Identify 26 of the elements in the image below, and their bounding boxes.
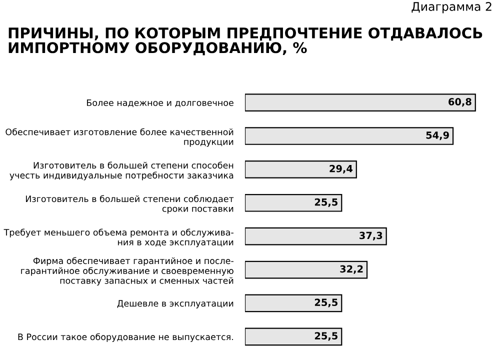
bar [245, 227, 387, 246]
data-label: 25,5 [314, 332, 338, 341]
y-tick-label: В России такое оборудование не выпускается. [18, 333, 233, 342]
bar [245, 160, 357, 178]
data-label: 60,8 [448, 98, 472, 107]
y-tick-label: Обеспечивает изготовление более качественной продукции [6, 128, 234, 147]
data-label: 25,5 [314, 198, 338, 207]
bar [245, 127, 454, 145]
y-tick-label: Дешевле в эксплуатации [117, 300, 234, 308]
data-label: 25,5 [314, 298, 338, 308]
y-tick-label: Требует меньшего объема ремонта и обслужива- ния в ходе эксплуатации [4, 228, 234, 248]
data-label: 54,9 [426, 131, 449, 140]
bar [245, 94, 476, 112]
bar [245, 194, 342, 212]
text: Диаграмма 2 [412, 2, 492, 14]
data-label: 29,4 [330, 164, 353, 174]
bar [245, 294, 342, 312]
y-tick-label: Изготовитель в большей степени соблюдает сроки поставки [26, 195, 234, 214]
data-label: 37,3 [360, 232, 382, 240]
data-label: 32,2 [340, 265, 363, 274]
y-tick-label: Фирма обеспечивает гарантийное и после- гарантийное обслуживание и своевременную поставку запасных и сменных частей [21, 257, 234, 286]
y-tick-label: Более надежное и долговечное [87, 100, 234, 108]
bar [245, 328, 342, 346]
bar [245, 260, 368, 279]
y-tick-label: Изготовитель в большей степени способен учесть индивидуальные потребности заказчика [10, 162, 234, 180]
chart-title: ПРИЧИНЫ, ПО КОТОРЫМ ПРЕДПОЧТЕНИЕ ОТДАВАЛОСЬ ИМПОРТНОМУ ОБОРУДОВАНИЮ, % [8, 27, 482, 56]
